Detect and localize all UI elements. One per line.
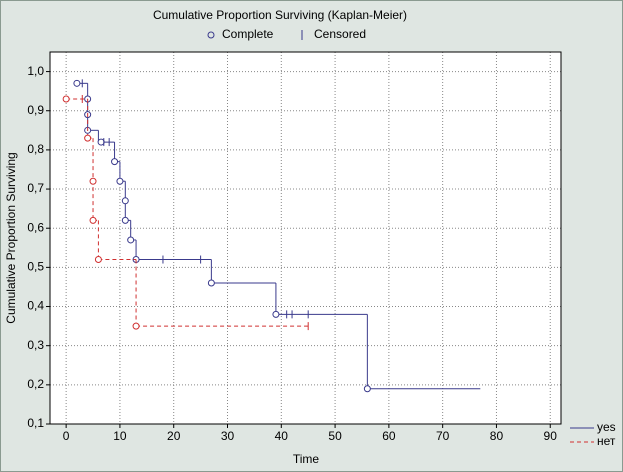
y-tick-label: 0,7 [27, 181, 44, 195]
complete-marker [89, 177, 97, 185]
complete-marker [363, 385, 371, 393]
complete-marker [94, 256, 102, 264]
x-tick-label: 70 [436, 429, 450, 443]
x-axis-label: Time [293, 452, 320, 466]
complete-marker [121, 216, 129, 224]
x-tick-label: 50 [328, 429, 342, 443]
y-tick-label: 0,5 [27, 260, 44, 274]
y-tick-label: 0,6 [27, 220, 44, 234]
x-tick-label: 90 [544, 429, 558, 443]
complete-marker [132, 322, 140, 330]
legend-label: yes [597, 420, 616, 434]
legend-symbol [207, 31, 215, 39]
legend-label: Complete [222, 27, 274, 41]
chart-title: Cumulative Proportion Surviving (Kaplan-… [153, 8, 407, 22]
legend-label: нет [597, 434, 616, 448]
complete-marker [89, 216, 97, 224]
y-tick-label: 0,3 [27, 338, 44, 352]
plot-frame [49, 51, 562, 425]
legend-label: Censored [314, 27, 366, 41]
complete-marker [207, 279, 215, 287]
complete-marker [111, 158, 119, 166]
y-tick-label: 0,4 [27, 299, 44, 313]
x-tick-label: 80 [490, 429, 504, 443]
complete-marker [121, 197, 129, 205]
x-tick-label: 60 [382, 429, 396, 443]
y-tick-label: 0,1 [27, 416, 44, 430]
complete-marker [127, 236, 135, 244]
y-axis-label: Cumulative Proportion Surviving [4, 152, 18, 323]
y-tick-label: 1,0 [27, 64, 44, 78]
x-tick-label: 10 [113, 429, 127, 443]
y-tick-label: 0,8 [27, 142, 44, 156]
complete-marker [62, 95, 70, 103]
x-tick-label: 40 [275, 429, 289, 443]
y-tick-label: 0,9 [27, 103, 44, 117]
complete-marker [73, 79, 81, 87]
complete-marker [116, 177, 124, 185]
plot-area [50, 52, 561, 424]
y-tick-label: 0,2 [27, 377, 44, 391]
x-tick-label: 20 [167, 429, 181, 443]
x-tick-label: 0 [63, 429, 70, 443]
complete-marker [97, 138, 105, 146]
x-tick-label: 30 [221, 429, 235, 443]
complete-marker [272, 310, 280, 318]
complete-marker [84, 134, 92, 142]
